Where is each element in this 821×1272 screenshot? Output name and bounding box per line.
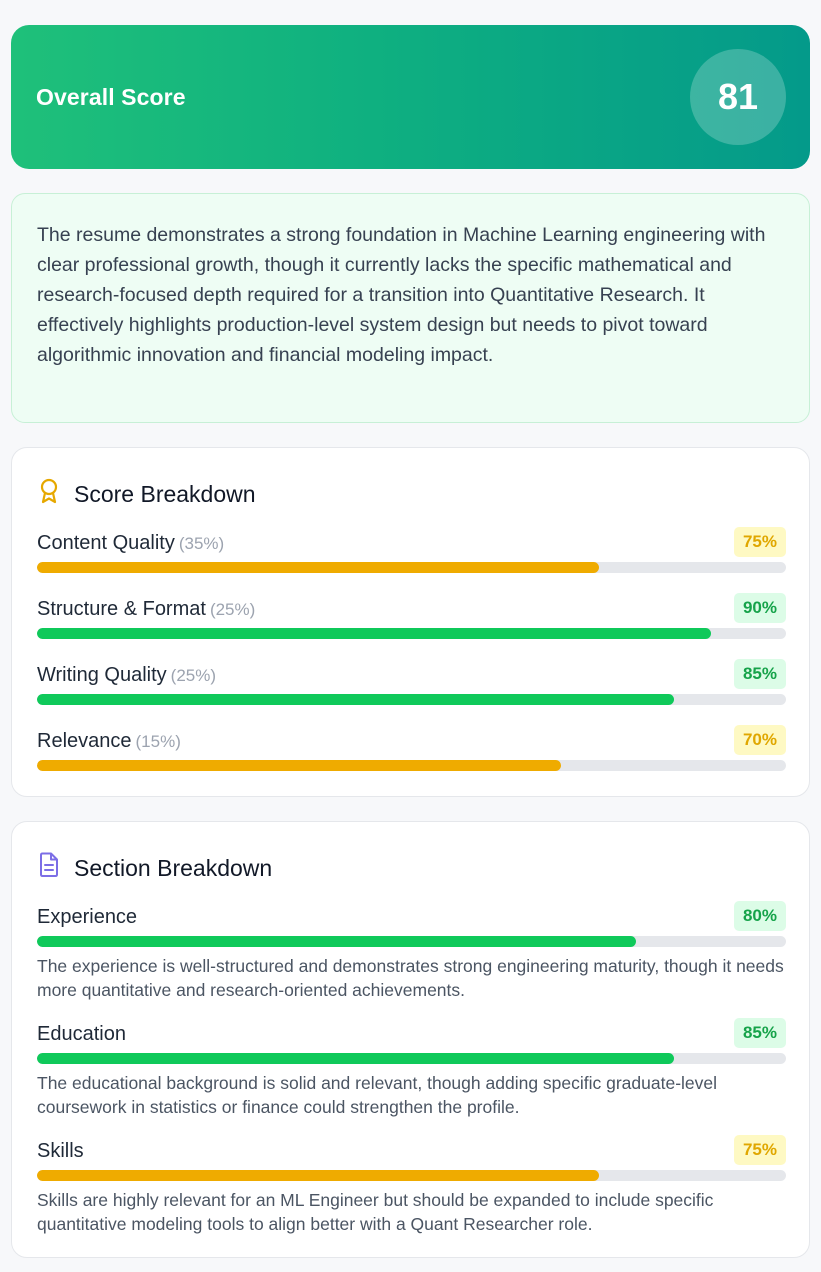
score-progress-fill <box>37 760 562 771</box>
section-progress-track <box>37 936 786 947</box>
section-progress-fill <box>37 1170 599 1181</box>
section-row-label: Skills <box>37 1140 84 1162</box>
score-progress-fill <box>37 628 712 639</box>
section-row-label: Experience <box>37 906 138 928</box>
score-badge: 75% <box>733 527 786 557</box>
score-row-label: Content Quality (35%) <box>37 532 225 554</box>
score-progress-track <box>37 694 786 705</box>
score-row-weight: (25%) <box>170 666 217 685</box>
section-badge: 85% <box>733 1018 786 1048</box>
score-badge: 85% <box>733 659 786 689</box>
section-progress-fill <box>37 936 637 947</box>
overall-score-value: 81 <box>690 49 786 145</box>
score-row-label: Relevance (15%) <box>37 730 181 752</box>
document-icon <box>38 852 74 884</box>
overall-score-title: Overall Score <box>36 83 186 110</box>
score-breakdown-card: Score Breakdown Content Quality (35%) 75%… <box>11 447 810 797</box>
score-badge: 90% <box>733 593 786 623</box>
section-badge: 75% <box>733 1135 786 1165</box>
section-description: Skills are highly relevant for an ML Eng… <box>37 1190 714 1234</box>
section-row-label: Education <box>37 1023 126 1045</box>
section-breakdown-title: Section Breakdown <box>74 854 273 881</box>
section-badge: 80% <box>733 901 786 931</box>
score-row-weight: (15%) <box>135 732 181 751</box>
score-breakdown-title: Score Breakdown <box>74 480 256 507</box>
section-breakdown-card: Section Breakdown Experience 80% The exp… <box>11 821 810 1258</box>
section-progress-fill <box>37 1053 674 1064</box>
section-description: The experience is well-structured and de… <box>37 956 784 1000</box>
score-progress-track <box>37 760 786 771</box>
score-row-weight: (25%) <box>209 600 256 619</box>
section-description: The educational background is solid and … <box>37 1073 718 1117</box>
score-row-weight: (35%) <box>178 534 225 553</box>
section-progress-track <box>37 1170 786 1181</box>
score-row-label: Structure & Format (25%) <box>37 598 256 620</box>
score-row-label: Writing Quality (25%) <box>37 664 217 686</box>
score-progress-fill <box>37 562 599 573</box>
section-progress-track <box>37 1053 786 1064</box>
score-breakdown-header: Score Breakdown <box>38 478 256 510</box>
overall-score-card: Overall Score 81 <box>11 25 810 169</box>
score-progress-track <box>37 628 786 639</box>
score-badge: 70% <box>733 725 786 755</box>
summary-text: The resume demonstrates a strong foundat… <box>11 193 810 423</box>
award-icon <box>38 478 74 510</box>
section-breakdown-header: Section Breakdown <box>38 852 272 884</box>
score-progress-fill <box>37 694 674 705</box>
score-progress-track <box>37 562 786 573</box>
